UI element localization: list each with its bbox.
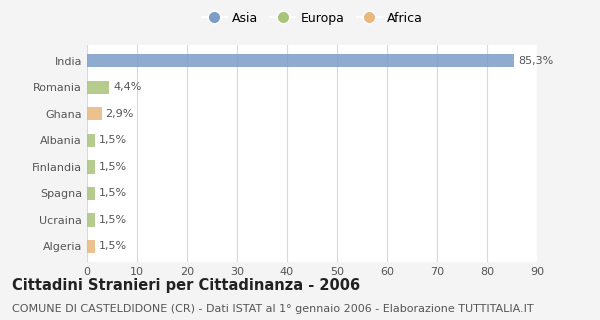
Text: Cittadini Stranieri per Cittadinanza - 2006: Cittadini Stranieri per Cittadinanza - 2… [12,278,360,293]
Text: 85,3%: 85,3% [518,56,554,66]
Text: 1,5%: 1,5% [98,188,127,198]
Text: 4,4%: 4,4% [113,82,142,92]
Bar [87,107,101,120]
Text: COMUNE DI CASTELDIDONE (CR) - Dati ISTAT al 1° gennaio 2006 - Elaborazione TUTTI: COMUNE DI CASTELDIDONE (CR) - Dati ISTAT… [12,304,533,314]
Text: 1,5%: 1,5% [98,215,127,225]
Bar [87,213,95,227]
Text: 1,5%: 1,5% [98,135,127,145]
Bar [87,134,95,147]
Text: 1,5%: 1,5% [98,242,127,252]
Bar [87,54,514,67]
Bar [87,81,109,94]
Legend: Asia, Europa, Africa: Asia, Europa, Africa [197,7,427,30]
Bar [87,240,95,253]
Bar [87,187,95,200]
Bar [87,160,95,173]
Text: 1,5%: 1,5% [98,162,127,172]
Text: 2,9%: 2,9% [106,109,134,119]
